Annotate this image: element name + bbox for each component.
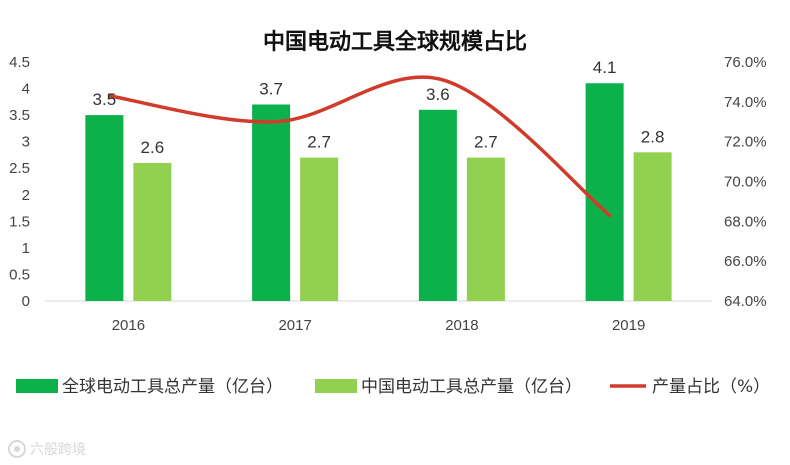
bar: [252, 104, 291, 301]
bar-value-label: 2.7: [307, 133, 331, 152]
left-tick-label: 0.5: [9, 266, 30, 283]
watermark: 六般跨境: [8, 440, 86, 458]
series-line: [107, 75, 612, 218]
right-tick-label: 66.0%: [724, 253, 767, 270]
bar-value-label: 4.1: [593, 58, 617, 77]
bar: [85, 115, 124, 301]
bar: [633, 152, 672, 301]
legend-swatch: [16, 379, 58, 393]
bar: [585, 83, 624, 301]
legend-label: 全球电动工具总产量（亿台）: [62, 377, 283, 397]
left-tick-label: 2.5: [9, 160, 30, 177]
right-tick-label: 70.0%: [724, 174, 767, 191]
brand-logo-icon: [8, 440, 26, 458]
left-tick-label: 4.5: [9, 54, 30, 71]
bar-value-label: 3.7: [259, 79, 283, 98]
left-tick-label: 3: [22, 134, 30, 151]
bars: [85, 83, 672, 301]
legend-label: 产量占比（%）: [652, 377, 770, 397]
legend-swatch: [315, 379, 357, 393]
bar: [133, 162, 172, 301]
bar-value-label: 3.5: [93, 90, 117, 109]
bar-value-label: 2.8: [641, 127, 665, 146]
right-tick-label: 68.0%: [724, 213, 767, 230]
share-line: [107, 75, 612, 218]
right-tick-label: 74.0%: [724, 94, 767, 111]
right-tick-label: 76.0%: [724, 54, 767, 71]
data-labels: 3.5 3.7 3.6 4.1 2.6 2.7 2.7 2.8: [93, 58, 665, 157]
category-label: 2019: [612, 317, 645, 334]
left-tick-label: 0: [22, 293, 30, 310]
right-tick-label: 72.0%: [724, 134, 767, 151]
watermark-text: 六般跨境: [30, 442, 86, 458]
left-tick-label: 4: [22, 81, 30, 98]
bar-value-label: 2.6: [141, 138, 165, 157]
bar: [418, 109, 457, 301]
chart-title: 中国电动工具全球规模占比: [263, 29, 527, 55]
bar-value-label: 3.6: [426, 85, 450, 104]
left-tick-label: 2: [22, 187, 30, 204]
bar: [466, 157, 505, 301]
bar: [300, 157, 339, 301]
left-axis: 0 0.5 1 1.5 2 2.5 3 3.5 4 4.5: [9, 54, 30, 310]
left-tick-label: 1: [22, 240, 30, 257]
category-label: 2017: [278, 317, 311, 334]
right-axis: 64.0% 66.0% 68.0% 70.0% 72.0% 74.0% 76.0%: [724, 54, 767, 310]
bar-value-label: 2.7: [474, 133, 498, 152]
legend-label: 中国电动工具总产量（亿台）: [361, 377, 582, 397]
category-label: 2016: [112, 317, 145, 334]
left-tick-label: 3.5: [9, 107, 30, 124]
left-tick-label: 1.5: [9, 213, 30, 230]
legend: 全球电动工具总产量（亿台） 中国电动工具总产量（亿台） 产量占比（%）: [16, 377, 770, 397]
right-tick-label: 64.0%: [724, 293, 767, 310]
x-axis: 2016 2017 2018 2019: [112, 317, 646, 334]
category-label: 2018: [445, 317, 478, 334]
